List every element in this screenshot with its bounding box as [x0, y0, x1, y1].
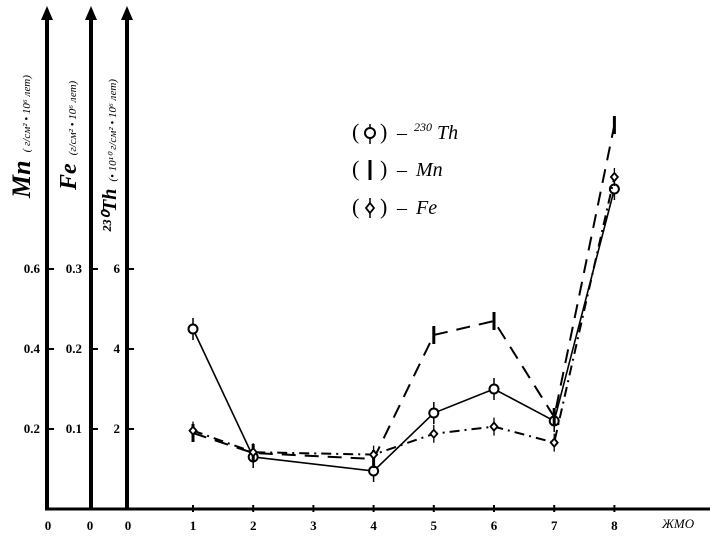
svg-text:(: ( [352, 194, 359, 219]
fe-axis-title-units: (г/см² • 10⁶ лет) [67, 80, 79, 155]
svg-text:): ) [380, 156, 387, 181]
fe-point [429, 428, 439, 440]
svg-text:Fe (г/см² • 10⁶ лет): Fe (г/см² • 10⁶ лет) [56, 80, 82, 191]
x-tick-label: 8 [611, 518, 618, 533]
legend: ( ) – 230 Th ( ) – Mn ( ) [352, 114, 458, 219]
svg-text:(: ( [352, 156, 359, 181]
svg-text:– Fe: – Fe [396, 197, 437, 219]
mn-tick-label: 0.6 [24, 261, 41, 276]
mn-axis-title: Mn ( г/см² • 10⁶ лет) [7, 75, 36, 199]
th-tick-label: 4 [114, 341, 121, 356]
x-tick-label: 2 [250, 518, 257, 533]
x-tick-label: 5 [431, 518, 438, 533]
th-axis-title-units: (• 10¹⁰ г/см² • 10⁶ лет) [107, 79, 119, 182]
fe-tick-label: 0.2 [66, 341, 82, 356]
svg-text:– 230 Th: – 230 Th [396, 114, 458, 144]
th-point [187, 323, 199, 335]
fe-point [609, 171, 620, 183]
x-zero-label-fe: 0 [87, 518, 94, 533]
mn-axis-title-units: ( г/см² • 10⁶ лет) [21, 75, 33, 153]
fe-point [188, 425, 198, 436]
mn-tick-label: 0.4 [24, 341, 41, 356]
th-axis-title: ²³⁰Th (• 10¹⁰ г/см² • 10⁶ лет) [99, 79, 121, 232]
x-zero-label-mn: 0 [45, 518, 52, 533]
fe-point [248, 446, 258, 458]
svg-text:): ) [380, 119, 387, 144]
fe-tick-label: 0.1 [66, 421, 82, 436]
x-tick-label: 3 [310, 518, 317, 533]
svg-text:²³⁰Th (• 10¹⁰ г/см² • 10: ²³⁰Th (• 10¹⁰ г/см² • 10⁶ лет) [99, 79, 121, 232]
fe-point [489, 421, 499, 432]
svg-text:): ) [380, 194, 387, 219]
mn-axis-title-main: Mn [7, 160, 36, 199]
svg-text:– Mn: – Mn [396, 159, 443, 181]
x-tick-label: 6 [491, 518, 498, 533]
fe-axis-title: Fe (г/см² • 10⁶ лет) [56, 80, 82, 191]
th-axis-arrow [121, 6, 133, 20]
th-axis-title-main: ²³⁰Th [99, 189, 121, 232]
mn-tick-label: 0.2 [24, 421, 40, 436]
fe-point [368, 449, 379, 460]
series-line-th [192, 188, 616, 472]
fe-point [549, 437, 559, 448]
x-tick-label: 7 [551, 518, 558, 533]
fe-tick-label: 0.3 [66, 261, 83, 276]
th-tick-label: 6 [114, 261, 121, 276]
x-axis-label: ЖМО [661, 516, 695, 531]
th-point [488, 383, 500, 395]
svg-text:(: ( [352, 119, 359, 144]
fe-axis-title-main: Fe [56, 163, 82, 191]
x-zero-label-th: 0 [125, 518, 132, 533]
svg-text:Mn ( г/см² • 10⁶ лет): Mn ( г/см² • 10⁶ лет) [7, 75, 36, 199]
legend-item-mn: ( ) – Mn [352, 156, 443, 181]
th-tick-label: 2 [114, 421, 121, 436]
legend-item-fe: ( ) – Fe [352, 194, 437, 219]
x-tick-label: 1 [190, 518, 197, 533]
th-point [428, 407, 440, 419]
legend-item-th: ( ) – 230 Th [352, 114, 458, 144]
mn-axis-arrow [41, 6, 53, 20]
x-tick-label: 4 [370, 518, 377, 533]
fe-axis-arrow [85, 6, 97, 20]
